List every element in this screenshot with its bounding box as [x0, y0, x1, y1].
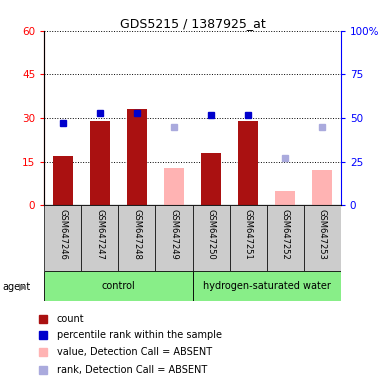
Text: GSM647249: GSM647249	[169, 209, 179, 260]
Text: value, Detection Call = ABSENT: value, Detection Call = ABSENT	[57, 347, 212, 357]
Text: GSM647248: GSM647248	[132, 209, 141, 260]
Bar	[164, 167, 184, 205]
Bar	[238, 121, 258, 205]
Text: hydrogen-saturated water: hydrogen-saturated water	[203, 281, 331, 291]
Bar	[275, 191, 295, 205]
Bar	[192, 271, 341, 301]
Text: GSM647247: GSM647247	[95, 209, 104, 260]
Bar	[127, 109, 147, 205]
Text: GSM647251: GSM647251	[244, 209, 253, 260]
Bar	[81, 205, 119, 271]
Bar	[90, 121, 110, 205]
Bar	[156, 205, 192, 271]
Bar	[44, 271, 192, 301]
Text: GSM647246: GSM647246	[58, 209, 67, 260]
Text: GSM647250: GSM647250	[206, 209, 216, 260]
Bar	[53, 156, 73, 205]
Title: GDS5215 / 1387925_at: GDS5215 / 1387925_at	[120, 17, 265, 30]
Text: control: control	[102, 281, 135, 291]
Bar	[192, 205, 229, 271]
Bar	[201, 153, 221, 205]
Text: agent: agent	[2, 282, 30, 292]
Bar	[312, 170, 332, 205]
Bar	[229, 205, 266, 271]
Bar	[267, 205, 304, 271]
Bar	[119, 205, 156, 271]
Text: rank, Detection Call = ABSENT: rank, Detection Call = ABSENT	[57, 365, 207, 375]
Text: count: count	[57, 314, 84, 324]
Text: ▶: ▶	[18, 282, 26, 292]
Bar	[304, 205, 341, 271]
Text: GSM647253: GSM647253	[318, 209, 327, 260]
Text: percentile rank within the sample: percentile rank within the sample	[57, 330, 222, 340]
Bar	[44, 205, 81, 271]
Text: GSM647252: GSM647252	[281, 209, 290, 260]
